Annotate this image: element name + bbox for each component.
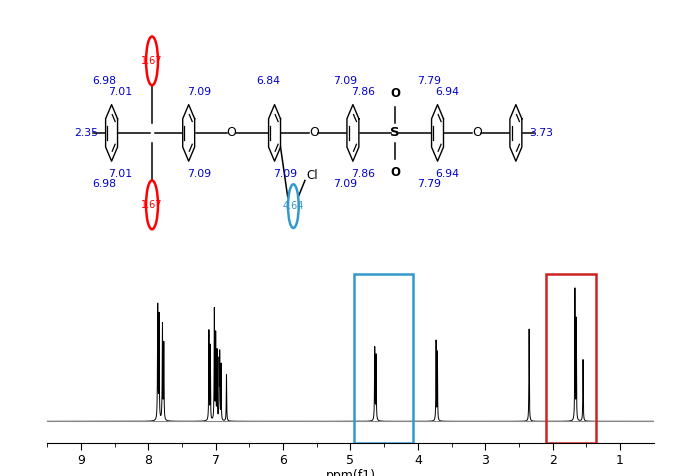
Text: O: O [472,127,482,139]
Text: O: O [226,127,237,139]
Text: O: O [309,127,319,139]
Text: 7.09: 7.09 [187,87,211,97]
Text: O: O [390,87,400,99]
Circle shape [146,37,158,85]
Bar [354,274,413,443]
Text: 2.35: 2.35 [74,128,98,138]
Text: 6.98: 6.98 [92,179,116,189]
Text: O: O [390,166,400,179]
Circle shape [146,180,158,229]
Text: 7.86: 7.86 [352,169,375,179]
Text: 6.94: 6.94 [435,169,460,179]
Text: Cl: Cl [307,169,318,182]
Circle shape [288,184,299,228]
Text: 7.79: 7.79 [417,179,441,189]
Text: 7.01: 7.01 [109,87,132,97]
Text: 7.09: 7.09 [187,169,211,179]
Text: 3.73: 3.73 [530,128,553,138]
X-axis label: ppm(f1): ppm(f1) [326,469,375,476]
Text: 7.86: 7.86 [352,87,375,97]
Text: 7.01: 7.01 [109,169,132,179]
Text: 6.94: 6.94 [435,87,460,97]
Text: 1.67: 1.67 [142,56,162,66]
Text: 7.09: 7.09 [333,77,357,87]
Bar [546,274,596,443]
Text: 4.64: 4.64 [282,201,304,211]
Text: 1.67: 1.67 [142,200,162,210]
Text: 7.09: 7.09 [273,169,297,179]
Text: S: S [390,127,400,139]
Text: 7.79: 7.79 [417,77,441,87]
Text: 6.84: 6.84 [256,77,280,87]
Text: 7.09: 7.09 [333,179,357,189]
Text: 6.98: 6.98 [92,77,116,87]
